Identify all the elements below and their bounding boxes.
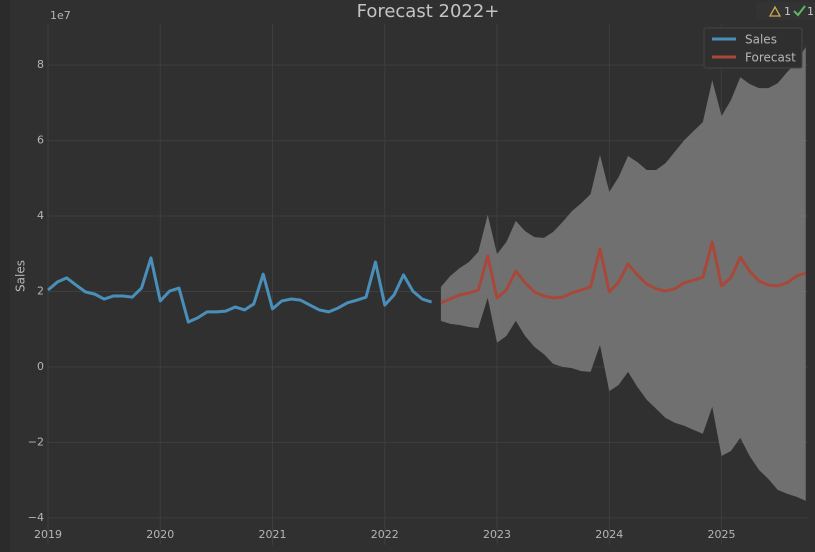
y-tick-label: −4 xyxy=(28,511,44,524)
y-tick-label: −2 xyxy=(28,435,44,448)
x-tick-label: 2021 xyxy=(259,528,287,541)
y-offset-label: 1e7 xyxy=(50,9,71,22)
status-badges[interactable]: 1 1 xyxy=(756,2,815,20)
y-tick-label: 4 xyxy=(37,209,44,222)
series-line xyxy=(440,240,807,305)
y-tick-label: 0 xyxy=(37,360,44,373)
passed-count: 1 xyxy=(807,5,814,18)
warning-icon xyxy=(768,5,782,17)
x-tick-label: 2023 xyxy=(483,528,511,541)
y-tick-label: 6 xyxy=(37,134,44,147)
y-axis-label: Sales xyxy=(14,260,28,292)
passed-icon xyxy=(793,5,806,17)
chart-title: Forecast 2022+ xyxy=(357,1,500,22)
legend: Sales Forecast xyxy=(703,27,803,69)
x-tick-label: 2024 xyxy=(595,528,623,541)
y-tick-label: 8 xyxy=(37,58,44,71)
legend-label: Sales xyxy=(745,33,777,47)
x-tick-label: 2019 xyxy=(34,528,62,541)
plot-layer: −4 −2 0 2 4 6 8 2019 2020 2021 2022 2023 2024 2025 Sal… xyxy=(28,24,808,545)
x-tick-label: 2025 xyxy=(708,528,736,541)
series-line xyxy=(47,256,433,324)
y-tick-label: 2 xyxy=(37,284,44,297)
legend-label: Forecast xyxy=(745,51,796,65)
x-tick-label: 2020 xyxy=(146,528,174,541)
warning-count: 1 xyxy=(784,5,791,18)
x-tick-label: 2022 xyxy=(371,528,399,541)
